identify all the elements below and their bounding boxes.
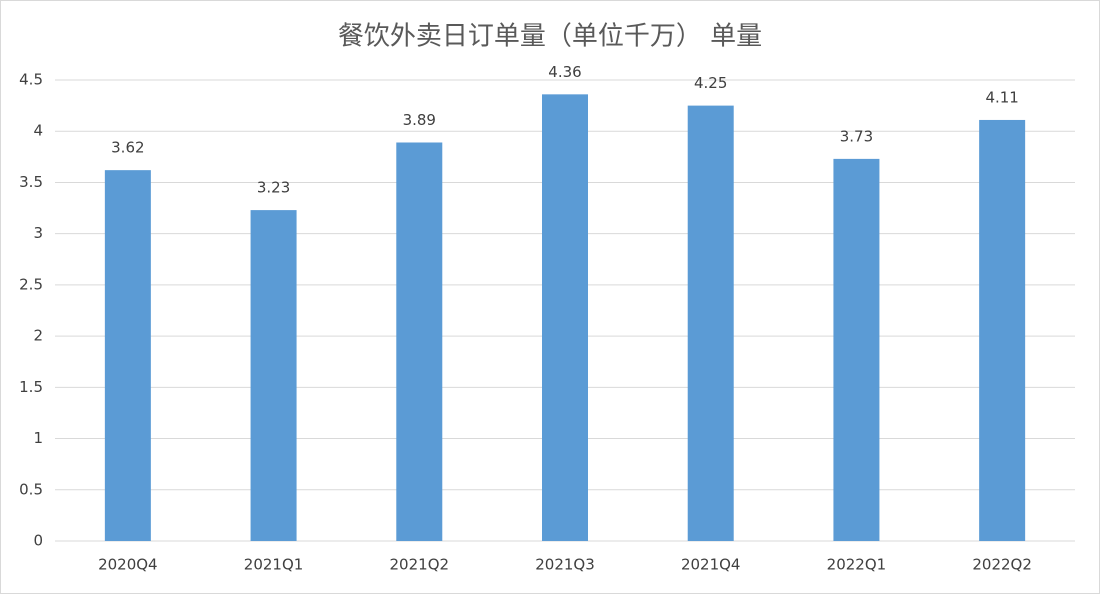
x-tick-label: 2021Q2	[390, 556, 450, 574]
bar	[396, 142, 443, 542]
y-tick-label: 3	[33, 224, 43, 242]
y-tick-label: 3.5	[19, 173, 43, 191]
data-label: 4.25	[694, 74, 727, 92]
y-tick-label: 1	[33, 429, 43, 447]
x-tick-label: 2020Q4	[98, 556, 158, 574]
bar	[250, 210, 297, 542]
chart-title: 餐饮外卖日订单量（单位千万） 单量	[338, 22, 762, 52]
data-label: 4.36	[548, 63, 581, 81]
y-tick-label: 1.5	[19, 378, 43, 396]
x-tick-label: 2021Q3	[535, 556, 595, 574]
y-tick-label: 0.5	[19, 480, 43, 498]
x-tick-label: 2022Q2	[972, 556, 1032, 574]
bar	[833, 158, 880, 542]
data-label: 3.73	[840, 127, 873, 145]
data-label: 3.89	[403, 111, 436, 129]
y-tick-label: 0	[33, 532, 43, 550]
bar	[687, 105, 734, 541]
x-tick-label: 2021Q1	[244, 556, 304, 574]
data-label: 4.11	[985, 88, 1018, 106]
bar	[542, 94, 588, 541]
y-tick-label: 2.5	[19, 275, 43, 293]
y-tick-label: 2	[33, 327, 43, 345]
bar	[979, 119, 1026, 541]
data-label: 3.23	[257, 179, 290, 197]
y-tick-label: 4	[33, 122, 43, 140]
data-label: 3.62	[111, 139, 144, 157]
y-tick-label: 4.5	[19, 71, 43, 89]
x-tick-label: 2021Q4	[681, 556, 741, 574]
x-tick-label: 2022Q1	[827, 556, 887, 574]
bar	[104, 170, 151, 541]
